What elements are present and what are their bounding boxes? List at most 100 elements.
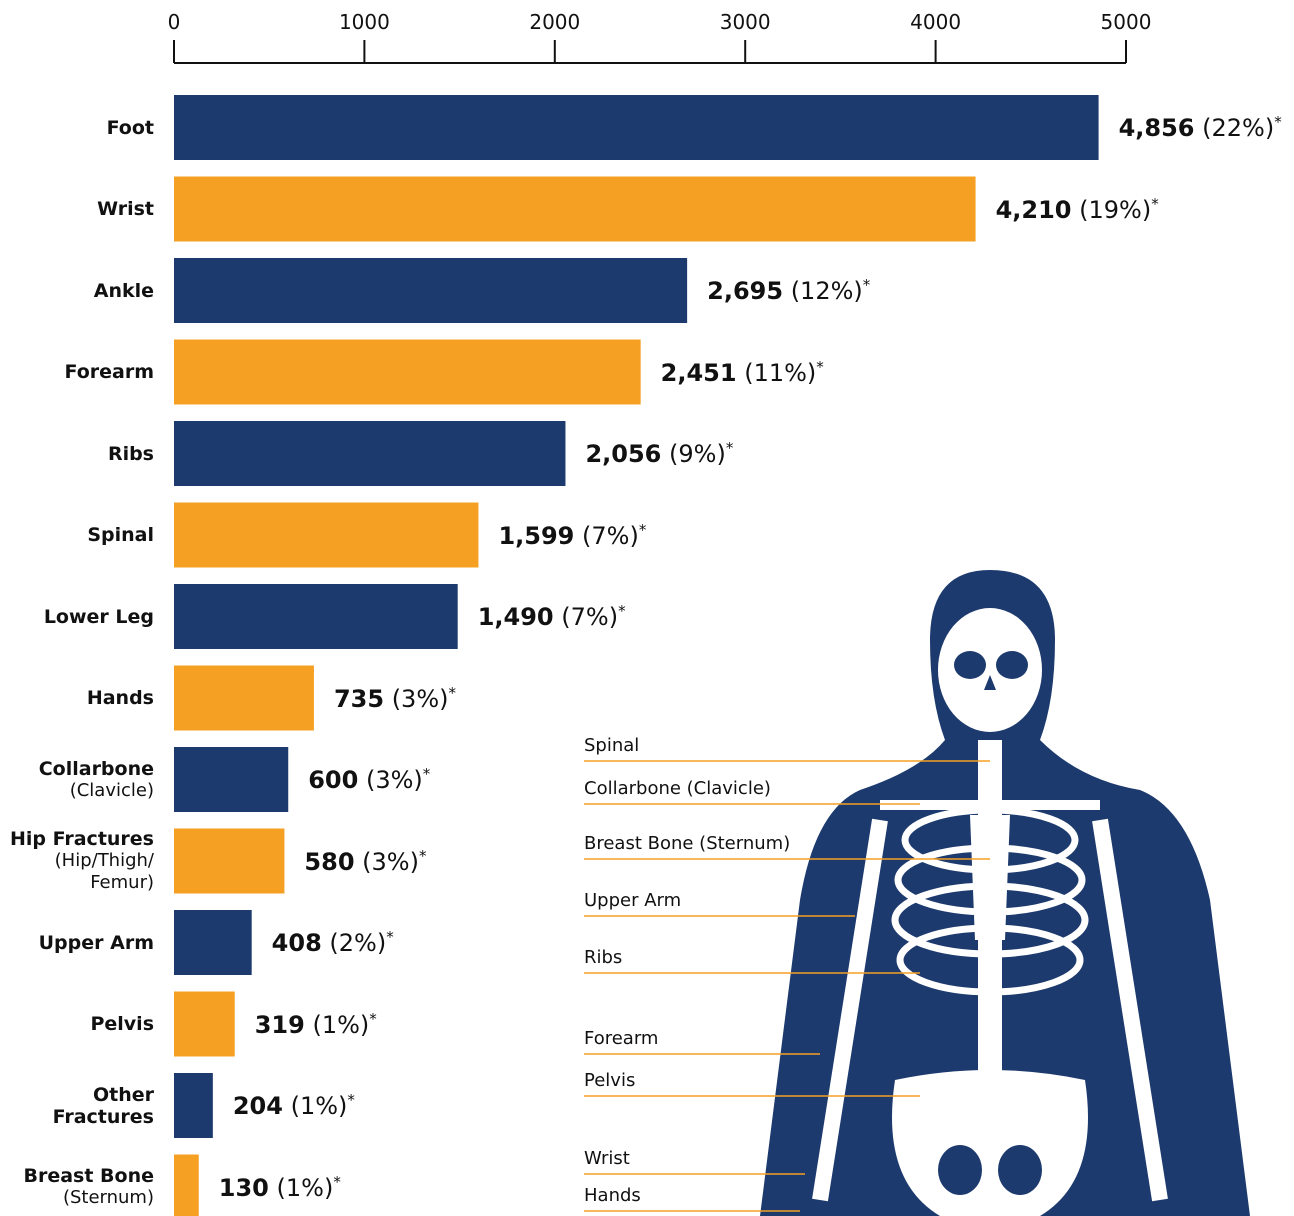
x-tick-label: 0 bbox=[168, 10, 181, 34]
category-subtitle: (Clavicle) bbox=[0, 780, 154, 802]
footnote-mark: * bbox=[1274, 113, 1282, 131]
bar bbox=[174, 503, 478, 568]
value: 1,490 bbox=[478, 603, 554, 631]
skeleton-label: Wrist bbox=[584, 1148, 630, 1169]
percent: (11%) bbox=[744, 359, 816, 387]
value: 4,856 bbox=[1119, 114, 1195, 142]
value: 408 bbox=[272, 929, 322, 957]
footnote-mark: * bbox=[1151, 195, 1159, 213]
value: 2,056 bbox=[585, 440, 661, 468]
skeleton bbox=[760, 570, 1250, 1216]
category-name: Ribs bbox=[0, 443, 154, 465]
value-label: 1,490 (7%)* bbox=[478, 602, 626, 631]
bar bbox=[174, 1155, 199, 1216]
value: 1,599 bbox=[498, 522, 574, 550]
bar bbox=[174, 829, 284, 894]
category-label: Hip Fractures(Hip/Thigh/ Femur) bbox=[0, 828, 154, 894]
skeleton-label: Spinal bbox=[584, 735, 639, 756]
category-label: Ribs bbox=[0, 443, 154, 465]
value-label: 580 (3%)* bbox=[304, 847, 426, 876]
category-label: Upper Arm bbox=[0, 932, 154, 954]
x-tick-label: 2000 bbox=[529, 10, 580, 34]
skeleton-label: Forearm bbox=[584, 1028, 658, 1049]
category-name: Other Fractures bbox=[0, 1084, 154, 1128]
category-subtitle: (Sternum) bbox=[0, 1187, 154, 1209]
percent: (12%) bbox=[791, 277, 863, 305]
percent: (7%) bbox=[582, 522, 639, 550]
value: 319 bbox=[255, 1011, 305, 1039]
percent: (2%) bbox=[329, 929, 386, 957]
category-label: Forearm bbox=[0, 361, 154, 383]
value-label: 1,599 (7%)* bbox=[498, 521, 646, 550]
percent: (3%) bbox=[392, 685, 449, 713]
footnote-mark: * bbox=[816, 358, 824, 376]
footnote-mark: * bbox=[863, 276, 871, 294]
bar bbox=[174, 1073, 213, 1138]
skeleton-label: Breast Bone (Sternum) bbox=[584, 833, 790, 854]
skeleton-label: Collarbone (Clavicle) bbox=[584, 778, 771, 799]
category-name: Hip Fractures bbox=[0, 828, 154, 850]
category-name: Wrist bbox=[0, 198, 154, 220]
footnote-mark: * bbox=[347, 1091, 355, 1109]
bar bbox=[174, 747, 288, 812]
footnote-mark: * bbox=[639, 521, 647, 539]
value: 2,695 bbox=[707, 277, 783, 305]
percent: (3%) bbox=[362, 848, 419, 876]
category-name: Pelvis bbox=[0, 1013, 154, 1035]
footnote-mark: * bbox=[726, 439, 734, 457]
category-label: Lower Leg bbox=[0, 606, 154, 628]
value-label: 735 (3%)* bbox=[334, 684, 456, 713]
percent: (7%) bbox=[561, 603, 618, 631]
category-name: Upper Arm bbox=[0, 932, 154, 954]
category-label: Foot bbox=[0, 117, 154, 139]
category-label: Collarbone(Clavicle) bbox=[0, 758, 154, 802]
value-label: 130 (1%)* bbox=[219, 1173, 341, 1202]
category-label: Breast Bone(Sternum) bbox=[0, 1165, 154, 1209]
footnote-mark: * bbox=[618, 602, 626, 620]
value-label: 600 (3%)* bbox=[308, 765, 430, 794]
value: 600 bbox=[308, 766, 358, 794]
skeleton-label: Pelvis bbox=[584, 1070, 635, 1091]
value-label: 2,451 (11%)* bbox=[661, 358, 824, 387]
bar bbox=[174, 584, 458, 649]
value: 2,451 bbox=[661, 359, 737, 387]
category-name: Forearm bbox=[0, 361, 154, 383]
footnote-mark: * bbox=[386, 928, 394, 946]
x-tick-label: 3000 bbox=[720, 10, 771, 34]
value-label: 2,695 (12%)* bbox=[707, 276, 870, 305]
category-label: Ankle bbox=[0, 280, 154, 302]
value: 204 bbox=[233, 1092, 283, 1120]
category-label: Pelvis bbox=[0, 1013, 154, 1035]
bar bbox=[174, 992, 235, 1057]
bar bbox=[174, 910, 252, 975]
skeleton-label: Hands bbox=[584, 1185, 641, 1206]
skeleton-label: Upper Arm bbox=[584, 890, 681, 911]
bar bbox=[174, 340, 641, 405]
percent: (1%) bbox=[277, 1174, 334, 1202]
category-name: Lower Leg bbox=[0, 606, 154, 628]
skeleton-label: Ribs bbox=[584, 947, 622, 968]
category-name: Collarbone bbox=[0, 758, 154, 780]
footnote-mark: * bbox=[333, 1173, 341, 1191]
value-label: 408 (2%)* bbox=[272, 928, 394, 957]
value-label: 204 (1%)* bbox=[233, 1091, 355, 1120]
chart: 010002000300040005000 Foot4,856 (22%)*Wr… bbox=[0, 0, 1294, 1216]
value-label: 4,856 (22%)* bbox=[1119, 113, 1282, 142]
category-subtitle: (Hip/Thigh/ Femur) bbox=[0, 850, 154, 894]
x-tick-label: 5000 bbox=[1101, 10, 1152, 34]
footnote-mark: * bbox=[449, 684, 457, 702]
category-label: Hands bbox=[0, 687, 154, 709]
category-name: Spinal bbox=[0, 524, 154, 546]
category-label: Spinal bbox=[0, 524, 154, 546]
x-tick-label: 1000 bbox=[339, 10, 390, 34]
category-name: Hands bbox=[0, 687, 154, 709]
category-label: Wrist bbox=[0, 198, 154, 220]
value-label: 4,210 (19%)* bbox=[996, 195, 1159, 224]
x-tick-label: 4000 bbox=[910, 10, 961, 34]
category-label: Other Fractures bbox=[0, 1084, 154, 1128]
percent: (22%) bbox=[1202, 114, 1274, 142]
value-label: 2,056 (9%)* bbox=[585, 439, 733, 468]
percent: (3%) bbox=[366, 766, 423, 794]
bar bbox=[174, 177, 976, 242]
footnote-mark: * bbox=[423, 765, 431, 783]
